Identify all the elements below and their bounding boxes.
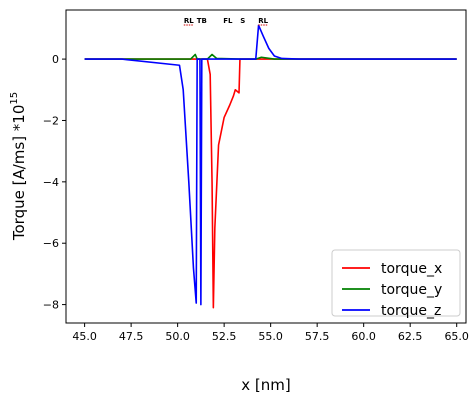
annotation-label: RL (184, 17, 194, 25)
x-tick-label: 60.0 (351, 330, 376, 343)
y-tick-label: −6 (43, 237, 59, 250)
legend-entries: torque_x torque_y torque_z (342, 261, 442, 319)
legend-label-torque_x: torque_x (381, 261, 442, 277)
annotation-label: FL (223, 17, 233, 25)
y-axis-label-base: Torque [A/ms] *10 (10, 105, 28, 242)
y-tick-label: −4 (43, 176, 59, 189)
y-axis-ticks: 0 −2 −4 −6 −8 (43, 53, 66, 312)
y-axis-label-exponent: 15 (9, 92, 20, 105)
x-tick-label: 52.5 (212, 330, 237, 343)
annotation-label: S (240, 17, 245, 25)
y-tick-label: −8 (43, 299, 59, 312)
legend-label-torque_z: torque_z (381, 303, 441, 319)
legend: torque_x torque_y torque_z (331, 249, 461, 319)
x-axis-label: x [nm] (241, 376, 290, 394)
x-axis-ticks: 45.0 47.5 50.0 52.5 55.0 57.5 60.0 62.5 65.0 (72, 323, 469, 343)
annotation-label: RL (258, 17, 268, 25)
y-tick-label: −2 (43, 114, 59, 127)
x-tick-label: 57.5 (305, 330, 330, 343)
legend-label-torque_y: torque_y (381, 282, 442, 298)
series-line-torque_y (84, 53, 457, 60)
region-annotations: RL TB FL S RL (183, 17, 269, 26)
series-line-torque_x (84, 58, 457, 309)
annotation-label: TB (197, 17, 207, 25)
x-tick-label: 45.0 (72, 330, 97, 343)
y-axis-label: Torque [A/ms] *1015 (9, 92, 28, 241)
x-tick-label: 62.5 (398, 330, 423, 343)
y-tick-label: 0 (52, 53, 59, 66)
x-tick-label: 47.5 (119, 330, 144, 343)
series-line-torque_z (84, 24, 457, 306)
x-tick-label: 50.0 (165, 330, 190, 343)
x-tick-label: 65.0 (444, 330, 469, 343)
series-layer (84, 24, 457, 309)
x-tick-label: 55.0 (258, 330, 283, 343)
legend-box (331, 249, 461, 317)
